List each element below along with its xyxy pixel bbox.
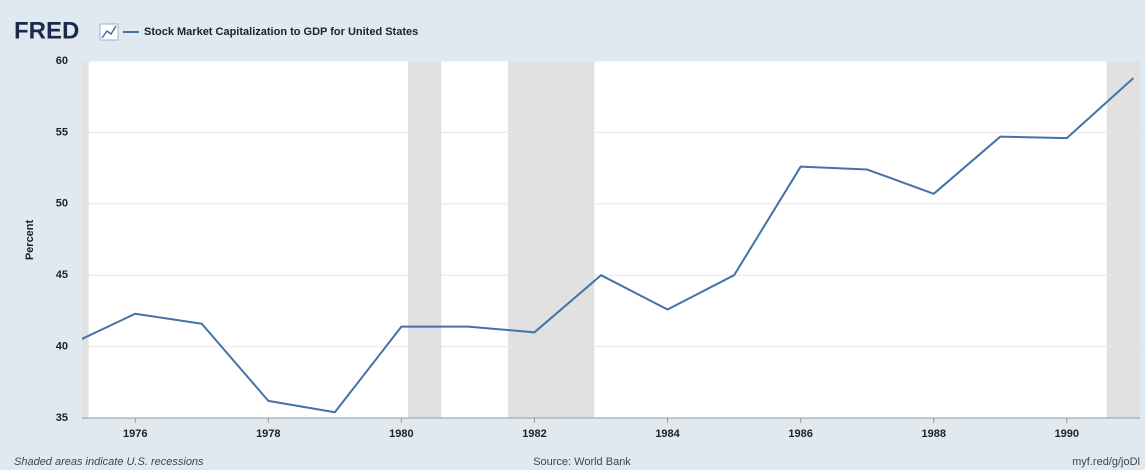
y-tick-label: 35 [56,412,68,424]
link: myf.red/g/joDl [1072,456,1140,468]
source: Source: World Bank [533,456,631,468]
x-tick-label: 1984 [655,428,680,440]
x-tick-label: 1978 [256,428,280,440]
legend-label: Stock Market Capitalization to GDP for U… [144,26,418,38]
y-tick-label: 55 [56,126,68,138]
y-tick-label: 45 [56,269,68,281]
x-tick-label: 1982 [522,428,546,440]
x-tick-label: 1980 [389,428,413,440]
x-tick-label: 1976 [123,428,147,440]
recession-band [82,61,89,418]
series-line [82,77,1135,414]
recession-band [507,61,595,418]
x-tick-label: 1990 [1055,428,1079,440]
x-tick-label: 1986 [788,428,812,440]
note: Shaded areas indicate U.S. recessions [14,456,204,468]
recession-band [1106,61,1140,418]
logo-icon [99,23,119,41]
y-axis-label: Percent [24,219,36,260]
y-tick-label: 50 [56,198,68,210]
x-tick-label: 1988 [921,428,945,440]
y-tick-label: 60 [56,55,68,67]
y-tick-label: 40 [56,341,68,353]
plot [82,60,1140,419]
plot-area [82,61,1140,418]
recession-band [408,61,442,418]
logo: FRED [14,17,79,44]
